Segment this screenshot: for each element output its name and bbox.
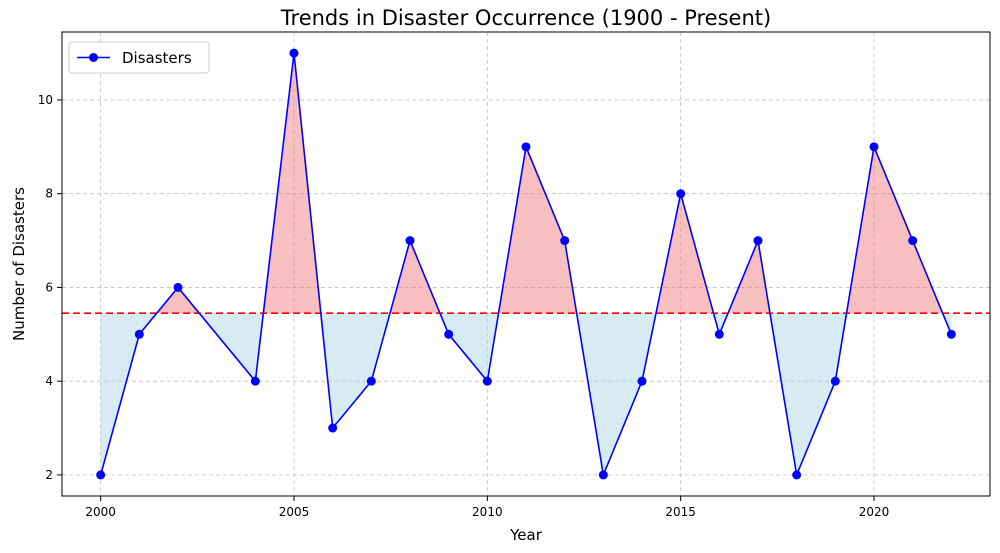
fill-below-mean [100,313,140,475]
data-point [560,236,570,246]
legend: Disasters [68,41,210,74]
fill-below-mean [603,313,642,475]
x-tick-label: 2020 [859,505,890,519]
data-point [869,142,879,152]
data-point [366,376,376,386]
series-line-disasters [99,52,953,478]
y-axis-title: Number of Disasters [10,187,28,341]
data-point [946,329,956,339]
data-point [250,376,260,386]
fill-above-mean [874,146,913,314]
plot-frame [61,31,991,497]
y-tick-label: 2 [45,468,53,482]
data-point [676,189,686,199]
y-tick-label: 8 [45,187,53,201]
fill-below-mean [796,313,836,475]
data-point [792,470,802,480]
fill-above-mean [410,240,440,314]
data-point [714,329,724,339]
data-point [328,423,338,433]
data-point [753,236,763,246]
data-point [482,376,492,386]
data-point [289,48,299,58]
series-layer [96,48,956,480]
fill-areas [100,53,952,475]
data-point [637,376,647,386]
fill-below-mean [332,313,372,429]
data-point [173,282,183,292]
data-point [405,236,415,246]
axes-layer: 2000 2005 2010 2015 2020 2 4 6 8 10 [38,93,890,519]
x-tick-label: 2010 [472,505,503,519]
data-point [521,142,531,152]
x-axis-title: Year [509,526,543,544]
legend-label: Disasters [122,49,192,67]
y-tick-label: 4 [45,374,53,388]
fill-above-mean [390,240,410,314]
x-tick-label: 2000 [85,505,116,519]
x-tick-label: 2015 [665,505,696,519]
y-tick-label: 10 [38,93,53,107]
data-point [134,329,144,339]
legend-box [68,41,210,74]
data-point [598,470,608,480]
data-point [96,470,106,480]
legend-marker [89,53,98,62]
chart-title: Trends in Disaster Occurrence (1900 - Pr… [280,6,771,30]
x-tick-label: 2005 [279,505,310,519]
y-tick-label: 6 [45,280,53,294]
data-point [444,329,454,339]
fill-below-mean [448,313,488,382]
data-point [830,376,840,386]
fill-above-mean [526,146,565,314]
fill-below-mean [255,313,264,382]
data-point [908,236,918,246]
